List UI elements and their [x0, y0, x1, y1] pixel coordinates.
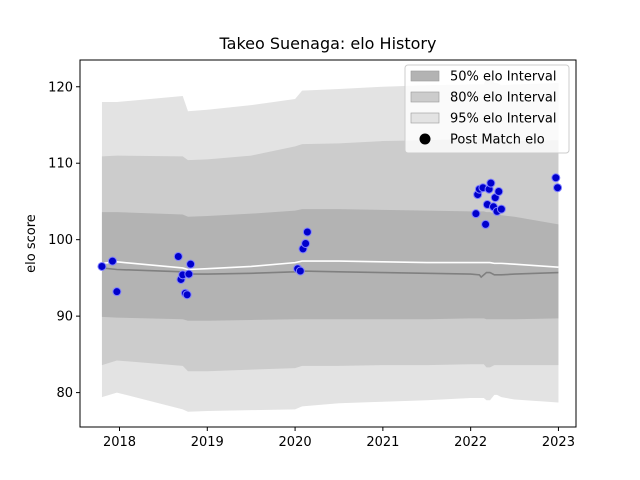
interval-bands: [101, 77, 559, 412]
post-match-point: [186, 259, 196, 269]
y-axis: 80 90 100 110 120: [48, 80, 80, 401]
legend-label: 50% elo Interval: [450, 70, 557, 85]
post-match-point: [551, 173, 561, 183]
post-match-point: [182, 290, 192, 300]
post-match-point: [184, 269, 194, 279]
post-match-point: [97, 261, 107, 271]
legend-swatch-band-80: [410, 91, 440, 103]
post-match-point: [553, 183, 563, 193]
legend-label: Post Match elo: [450, 133, 545, 148]
legend-swatch-band-95: [410, 112, 440, 124]
post-match-point: [112, 287, 122, 297]
post-match-points: [97, 173, 563, 300]
post-match-point: [173, 252, 183, 261]
x-tick-label: 2021: [366, 435, 399, 450]
legend-label: 95% elo Interval: [450, 112, 557, 127]
band-50-interval: [101, 209, 559, 321]
x-axis: 2018 2019 2020 2021 2022 2023: [103, 427, 575, 450]
post-match-point: [494, 187, 504, 197]
y-axis-label: elo score: [24, 214, 39, 273]
axes-frame: [79, 59, 577, 428]
chart-title: Takeo Suenaga: elo History: [219, 34, 437, 53]
elo-lines: [101, 260, 559, 279]
post-match-point: [295, 266, 305, 276]
y-tick-label: 120: [48, 80, 73, 95]
post-match-point: [301, 239, 311, 248]
legend-swatch-band-50: [410, 70, 440, 82]
post-match-point: [481, 219, 491, 229]
x-tick-label: 2019: [191, 435, 224, 450]
legend: 50% elo Interval 80% elo Interval 95% elo …: [404, 64, 570, 154]
y-tick-label: 90: [56, 310, 73, 325]
legend-label: 80% elo Interval: [450, 91, 557, 106]
x-tick-label: 2018: [103, 435, 136, 450]
x-tick-label: 2023: [542, 435, 575, 450]
x-tick-label: 2022: [454, 435, 487, 450]
post-match-point: [302, 227, 312, 237]
x-tick-label: 2020: [279, 435, 312, 450]
post-match-point: [486, 178, 496, 188]
y-tick-label: 100: [48, 233, 73, 248]
legend-box: [404, 64, 570, 154]
y-tick-label: 80: [56, 386, 73, 401]
median-elo-line: [101, 267, 559, 279]
y-tick-label: 110: [48, 157, 73, 172]
post-match-point: [107, 256, 117, 266]
post-match-point: [471, 209, 481, 219]
legend-marker-points: [419, 133, 431, 145]
mean-elo-line: [101, 260, 559, 271]
post-match-point: [496, 204, 506, 214]
plot-area: [97, 77, 563, 412]
